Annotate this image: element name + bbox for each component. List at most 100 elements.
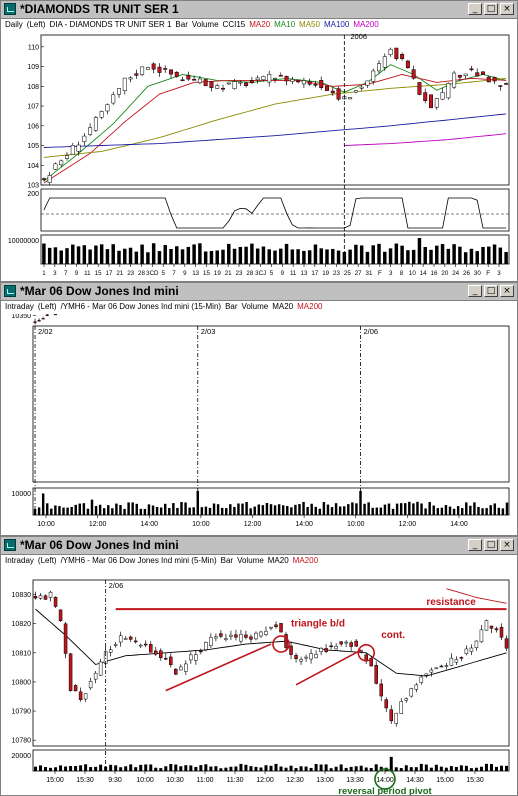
candle	[411, 69, 416, 79]
time-tick-label: 15:30	[466, 777, 484, 784]
volume-bar	[250, 243, 254, 264]
volume-bar	[273, 505, 277, 515]
time-tick-label: F	[486, 270, 490, 277]
candle	[498, 85, 503, 87]
candle	[140, 66, 145, 75]
legend-ma100: MA100	[323, 20, 350, 29]
time-tick-label: 12:30	[286, 777, 304, 784]
resistance-label: resistance	[426, 597, 476, 608]
volume-bar	[377, 243, 381, 264]
volume-bar	[154, 767, 158, 771]
volume-bar	[429, 767, 433, 771]
price-tick-label: 10350	[12, 314, 32, 320]
chart-info-bar: Intraday (Left)/YMH6 - Mar 06 Dow Jones I…	[1, 554, 517, 568]
volume-bar	[172, 503, 175, 515]
restore-icon[interactable]: □	[484, 3, 498, 15]
window-title-bar[interactable]: *Mar 06 Dow Jones Ind mini _ □ ×	[1, 283, 517, 301]
candle	[151, 63, 156, 70]
time-tick-label: 11	[290, 270, 297, 277]
candle	[424, 673, 429, 676]
candle	[78, 691, 83, 700]
volume-bar	[115, 503, 118, 515]
volume-bar	[394, 767, 398, 771]
price-panel-frame	[32, 579, 510, 747]
time-tick-label: 15	[95, 270, 102, 277]
candle	[274, 624, 278, 628]
volume-bar	[494, 766, 498, 771]
candle	[405, 60, 410, 69]
volume-bar	[117, 250, 121, 264]
info-bar: Bar	[225, 302, 238, 311]
volume-bar	[319, 764, 323, 771]
close-icon[interactable]: ×	[500, 3, 514, 15]
candle	[238, 81, 243, 84]
candle	[189, 654, 193, 661]
reversal-pivot-label: reversal period pivot	[338, 786, 432, 795]
intraday-5min-window[interactable]: *Mar 06 Dow Jones Ind mini _ □ × Intrada…	[0, 536, 518, 796]
candle	[434, 98, 439, 108]
volume-bar	[261, 505, 265, 515]
volume-bar	[123, 248, 127, 264]
time-tick-label: 15	[203, 270, 210, 277]
volume-bar	[338, 506, 342, 515]
time-tick-label: F	[378, 270, 382, 277]
volume-bar	[155, 506, 159, 515]
intraday-5min-chart[interactable]: 10830 10820 10810 10800 10790 10780 2/06 20000 1…	[1, 568, 517, 795]
volume-bar	[255, 248, 260, 264]
time-tick-label: 19	[214, 270, 221, 277]
close-icon[interactable]: ×	[500, 285, 514, 297]
continuation-circle	[357, 644, 376, 662]
window-title-bar[interactable]: *Mar 06 Dow Jones Ind mini _ □ ×	[1, 537, 517, 555]
time-tick-label: 3CJ	[255, 270, 266, 277]
candle	[339, 641, 343, 645]
daily-chart-window[interactable]: *DIAMONDS TR UNIT SER 1 _ □ × Daily (Left…	[0, 0, 518, 282]
close-icon[interactable]: ×	[500, 539, 514, 551]
minimize-icon[interactable]: _	[468, 285, 482, 297]
candle	[249, 80, 254, 83]
candle	[113, 644, 118, 646]
candle	[504, 83, 509, 85]
volume-bar	[367, 502, 370, 515]
candle	[284, 634, 288, 648]
chart-window-icon	[4, 3, 16, 15]
candle	[329, 645, 333, 648]
intraday-15min-chart[interactable]: 103501030010850108002/022/032/061000010:…	[1, 314, 517, 535]
time-tick-label: 5	[270, 270, 274, 277]
volume-bar	[473, 502, 476, 515]
price-tick-label: 10830	[12, 592, 32, 599]
candle	[174, 71, 179, 77]
price-tick-label: 103	[27, 183, 39, 190]
candle	[446, 83, 451, 99]
price-tick-label: 108	[27, 84, 39, 91]
minimize-icon[interactable]: _	[468, 3, 482, 15]
volume-bar	[209, 250, 214, 264]
time-tick-label: 27	[355, 270, 362, 277]
volume-bar	[169, 763, 173, 771]
volume-tick-label: 20000	[12, 753, 32, 760]
window-title-bar[interactable]: *DIAMONDS TR UNIT SER 1 _ □ ×	[1, 1, 517, 19]
time-tick-label: 13:30	[346, 777, 364, 784]
volume-bar	[475, 251, 479, 264]
time-tick-label: 8	[400, 270, 404, 277]
volume-bar	[307, 250, 312, 264]
intraday-15min-window[interactable]: *Mar 06 Dow Jones Ind mini _ □ × Intrada…	[0, 282, 518, 536]
volume-bar	[131, 502, 134, 515]
volume-bar	[399, 768, 403, 771]
volume-bar	[279, 248, 283, 264]
restore-icon[interactable]: □	[484, 285, 498, 297]
minimize-icon[interactable]: _	[468, 539, 482, 551]
candle	[469, 647, 474, 652]
volume-bar	[233, 506, 236, 515]
volume-bar	[449, 766, 453, 771]
info-interval: Intraday	[5, 302, 34, 311]
candle	[301, 80, 306, 85]
candle	[304, 656, 308, 659]
candle	[63, 623, 68, 654]
volume-bar	[302, 250, 306, 264]
restore-icon[interactable]: □	[484, 539, 498, 551]
candle	[284, 75, 289, 82]
volume-bar	[199, 765, 203, 771]
volume-bar	[94, 766, 98, 771]
volume-bar	[168, 508, 171, 515]
